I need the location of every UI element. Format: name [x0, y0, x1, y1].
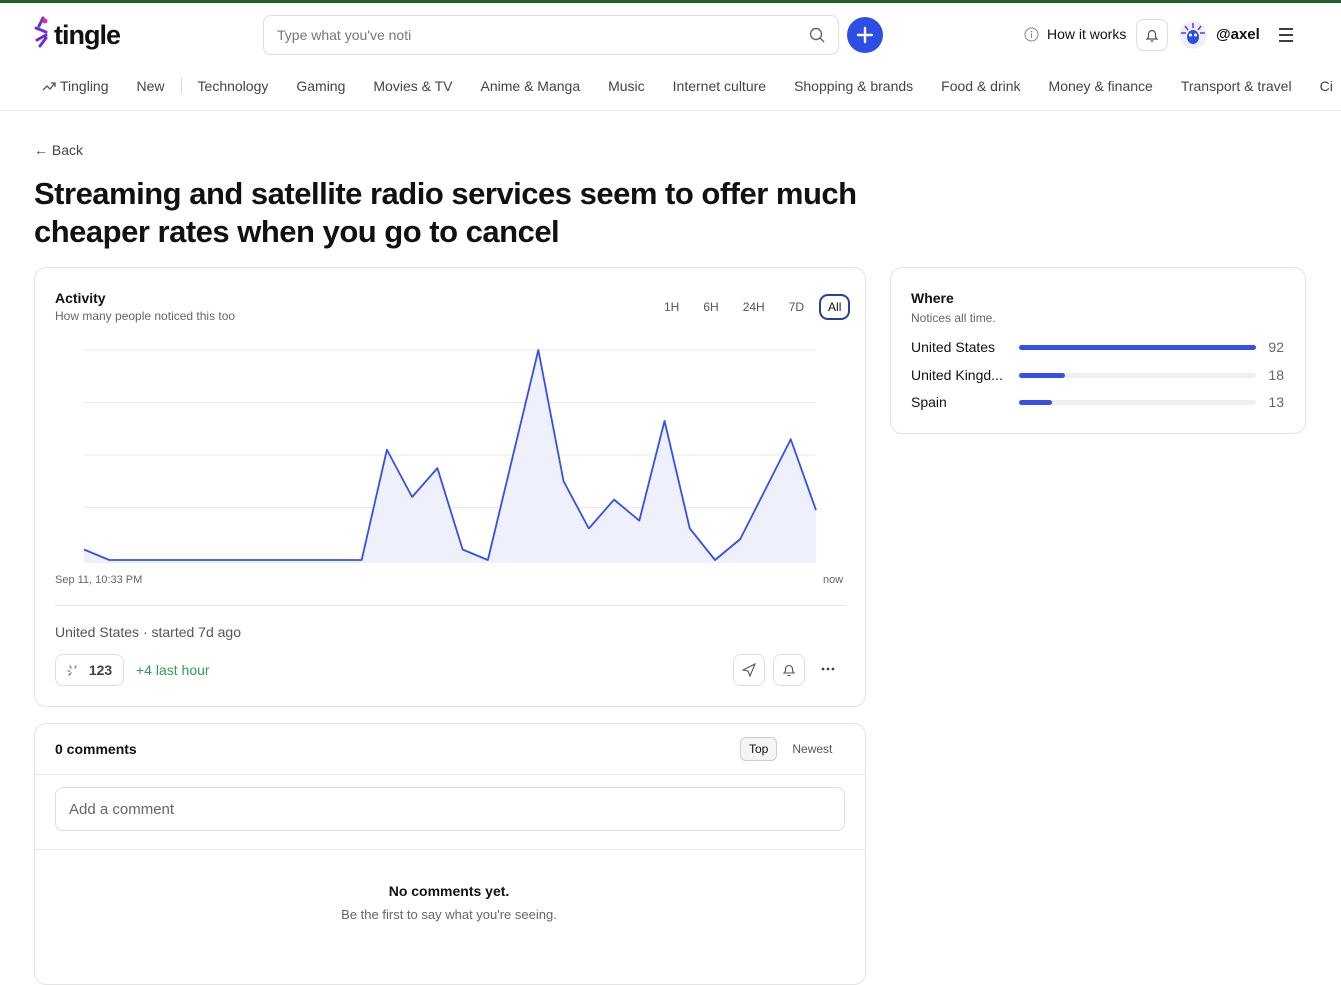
- bell-icon: [782, 664, 796, 677]
- nav-item[interactable]: Technology: [198, 78, 269, 94]
- nav-label: Technology: [197, 78, 269, 94]
- nav-item[interactable]: Gaming: [296, 78, 345, 94]
- nav-label: Shopping & brands: [794, 78, 914, 94]
- x-end-label: now: [823, 574, 844, 586]
- notifications-button[interactable]: [1136, 19, 1168, 51]
- sort-selector: Top Newest: [740, 737, 841, 761]
- trending-line: [42, 82, 56, 91]
- nav-label: Movies & TV: [373, 78, 453, 94]
- comments-count: 0 comments: [55, 741, 137, 757]
- top-bar: [0, 0, 1341, 3]
- country-value: 92: [1268, 339, 1284, 355]
- share-button[interactable]: [733, 654, 765, 686]
- divider: [55, 605, 846, 606]
- range-button[interactable]: 24H: [742, 300, 765, 314]
- send-icon: [742, 663, 756, 677]
- nav-item[interactable]: Music: [608, 78, 645, 94]
- nav-item[interactable]: New: [137, 78, 182, 94]
- nav-item[interactable]: Money & finance: [1049, 78, 1153, 94]
- bar: [1019, 345, 1256, 350]
- logo-text: tingle: [54, 19, 121, 50]
- comment-input[interactable]: Add a comment: [55, 787, 845, 831]
- activity-line: [83, 349, 817, 561]
- nav-label: New: [136, 78, 165, 94]
- nav-item[interactable]: Transport & travel: [1181, 78, 1292, 94]
- comments-card: [34, 723, 866, 985]
- country-name: Spain: [911, 394, 947, 410]
- x-start-label: Sep 11, 10:33 PM: [55, 574, 143, 586]
- nav-item[interactable]: Shopping & brands: [794, 78, 913, 94]
- country-value: 13: [1268, 394, 1284, 410]
- nav-label: Gaming: [296, 78, 346, 94]
- nav-item[interactable]: Internet culture: [673, 78, 766, 94]
- nav-label: Music: [608, 78, 645, 94]
- range-button[interactable]: 1H: [664, 300, 680, 314]
- sort-button[interactable]: Newest: [792, 742, 833, 756]
- notice-count: 123: [88, 662, 113, 678]
- search-icon: [809, 27, 825, 43]
- how-it-works-label: How it works: [1047, 26, 1127, 42]
- activity-subtitle: How many people noticed this too: [55, 309, 236, 323]
- username[interactable]: @axel: [1216, 26, 1260, 43]
- search-placeholder: Type what you've noti: [277, 27, 412, 43]
- where-title: Where: [911, 290, 954, 306]
- back-link[interactable]: ← Back: [34, 142, 84, 158]
- nav-label: Money & finance: [1048, 78, 1153, 94]
- nav-label: Internet culture: [672, 78, 767, 94]
- more-button[interactable]: [820, 665, 836, 673]
- nav-item[interactable]: Food & drink: [941, 78, 1020, 94]
- range-button[interactable]: All: [819, 294, 851, 320]
- nav-label: Food & drink: [941, 78, 1021, 94]
- bell-icon: [1145, 29, 1159, 42]
- where-card: [890, 267, 1306, 434]
- country-name: United Kingd...: [911, 366, 1003, 383]
- where-subtitle: Notices all time.: [911, 311, 996, 325]
- divider: [35, 774, 865, 775]
- menu-button[interactable]: [1278, 27, 1294, 43]
- avatar[interactable]: [1178, 20, 1208, 50]
- category-nav: Tingling New Technology Gaming Movies & TV An…: [42, 78, 1333, 94]
- divider: [35, 849, 865, 850]
- search-input[interactable]: Type what you've noti: [263, 15, 839, 55]
- trending-icon: [42, 82, 56, 91]
- nav-item[interactable]: Ci: [1320, 78, 1333, 94]
- activity-title: Activity: [55, 290, 106, 306]
- bar-track: [1019, 372, 1256, 378]
- nav-label: Anime & Manga: [480, 78, 581, 94]
- logo-icon: [34, 16, 48, 48]
- spark-icon: [67, 665, 77, 676]
- location-line: United States · started 7d ago: [55, 624, 241, 640]
- last-hour: +4 last hour: [136, 662, 210, 678]
- nav-divider: [0, 110, 1341, 111]
- activity-card: [34, 267, 866, 707]
- nav-label: Ci: [1319, 78, 1333, 94]
- nav-label: Tingling: [60, 78, 109, 94]
- country-value: 18: [1268, 366, 1284, 383]
- range-button[interactable]: 7D: [788, 300, 805, 314]
- comment-placeholder: Add a comment: [69, 800, 175, 818]
- nav-item[interactable]: Tingling: [42, 78, 109, 94]
- bar: [1019, 372, 1066, 378]
- sort-button[interactable]: Top: [740, 737, 778, 761]
- country-name: United States: [911, 339, 996, 355]
- logo[interactable]: tingle: [34, 16, 121, 54]
- nav-label: Transport & travel: [1180, 78, 1292, 94]
- page-title: Streaming and satellite radio services s…: [34, 176, 857, 249]
- notice-count-button[interactable]: 123: [55, 654, 124, 686]
- activity-area: [84, 350, 816, 563]
- range-selector: 1H 6H 24H 7D All: [655, 294, 1320, 320]
- follow-button[interactable]: [773, 654, 805, 686]
- activity-chart: [83, 349, 817, 563]
- range-button[interactable]: 6H: [703, 300, 719, 314]
- bar: [1019, 400, 1053, 405]
- info-icon: [1024, 27, 1039, 41]
- how-it-works[interactable]: How it works: [1024, 26, 1126, 42]
- empty-title: No comments yet.: [388, 883, 510, 899]
- nav-item[interactable]: Anime & Manga: [481, 78, 581, 94]
- bar-track: [1019, 400, 1256, 405]
- empty-text: Be the first to say what you're seeing.: [341, 907, 557, 922]
- create-button[interactable]: [847, 17, 883, 53]
- nav-item[interactable]: Movies & TV: [373, 78, 452, 94]
